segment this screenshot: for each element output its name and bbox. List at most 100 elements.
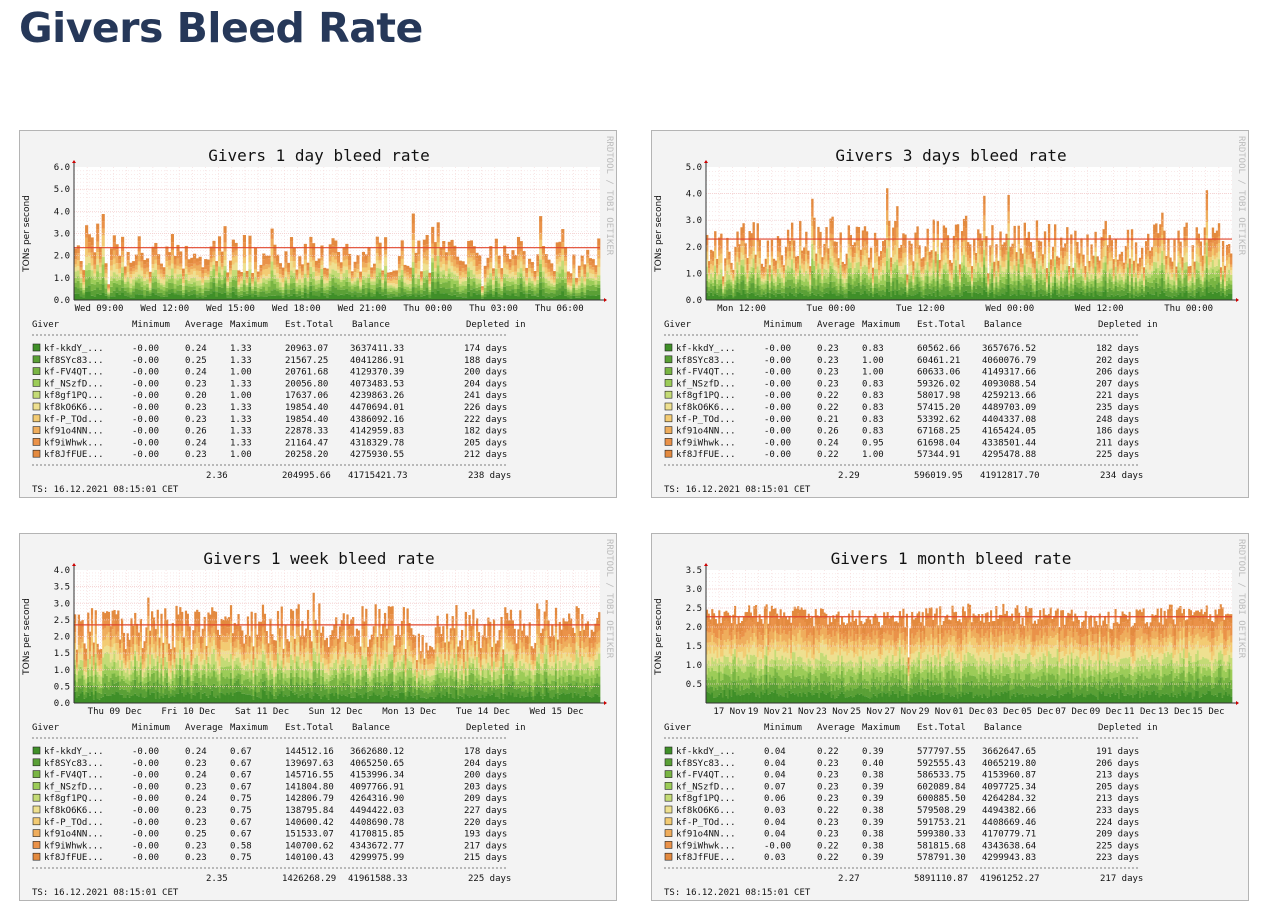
area-segment bbox=[248, 254, 252, 263]
area-segment bbox=[827, 276, 830, 284]
area-segment bbox=[577, 297, 581, 300]
area-segment bbox=[588, 261, 593, 266]
area-segment bbox=[184, 266, 188, 270]
area-segment bbox=[500, 279, 504, 282]
area-segment bbox=[378, 249, 382, 257]
area-segment bbox=[193, 294, 197, 300]
area-segment bbox=[179, 251, 183, 258]
area-segment bbox=[706, 234, 709, 240]
area-segment bbox=[845, 253, 848, 260]
area-segment bbox=[190, 266, 194, 270]
area-segment bbox=[511, 250, 515, 255]
area-segment bbox=[242, 263, 246, 273]
table-cell: 17637.06 bbox=[285, 391, 328, 401]
area-segment bbox=[758, 296, 761, 300]
area-segment bbox=[129, 274, 133, 279]
area-segment bbox=[1078, 253, 1081, 260]
area-segment bbox=[871, 282, 875, 286]
area-segment bbox=[359, 292, 363, 297]
area-segment bbox=[1120, 251, 1124, 257]
y-tick-label: 3.0 bbox=[686, 216, 702, 226]
area-segment bbox=[948, 286, 952, 291]
area-segment bbox=[420, 277, 424, 280]
area-segment bbox=[726, 280, 729, 285]
area-segment bbox=[356, 280, 360, 287]
area-segment bbox=[303, 273, 307, 278]
area-segment bbox=[1229, 270, 1233, 275]
area-segment bbox=[536, 287, 540, 294]
area-segment bbox=[906, 282, 909, 285]
area-segment bbox=[564, 278, 568, 283]
area-segment bbox=[356, 259, 360, 264]
area-segment bbox=[215, 261, 219, 264]
area-segment bbox=[750, 266, 753, 272]
area-segment bbox=[930, 275, 933, 281]
area-segment bbox=[281, 292, 285, 296]
area-segment bbox=[845, 293, 848, 298]
area-segment bbox=[1049, 268, 1053, 273]
area-segment bbox=[1055, 286, 1059, 290]
area-segment bbox=[861, 293, 865, 300]
area-segment bbox=[807, 255, 810, 260]
area-segment bbox=[101, 235, 105, 247]
area-segment bbox=[118, 268, 122, 274]
area-segment bbox=[494, 268, 498, 277]
area-segment bbox=[1173, 290, 1176, 296]
area-segment bbox=[746, 264, 749, 271]
area-segment bbox=[764, 288, 768, 294]
area-segment bbox=[1116, 286, 1120, 291]
area-segment bbox=[922, 257, 925, 261]
area-segment bbox=[811, 207, 814, 217]
area-segment bbox=[983, 264, 986, 278]
area-segment bbox=[342, 295, 346, 300]
area-segment bbox=[273, 283, 277, 290]
area-segment bbox=[1049, 265, 1053, 269]
area-segment bbox=[718, 255, 721, 266]
area-segment bbox=[456, 275, 460, 281]
area-segment bbox=[1147, 291, 1150, 300]
area-segment bbox=[1207, 269, 1211, 275]
area-segment bbox=[954, 273, 958, 287]
y-tick-label: 0.0 bbox=[686, 296, 702, 306]
area-segment bbox=[350, 271, 354, 274]
area-segment bbox=[489, 262, 493, 269]
table-cell: 57344.91 bbox=[917, 450, 960, 460]
area-segment bbox=[564, 257, 568, 262]
table-cell: kf-P_TOd... bbox=[44, 415, 104, 425]
area-segment bbox=[140, 259, 144, 262]
area-segment bbox=[367, 247, 371, 252]
area-segment bbox=[591, 267, 595, 270]
area-segment bbox=[456, 296, 460, 300]
area-segment bbox=[447, 294, 451, 300]
area-segment bbox=[859, 288, 863, 295]
area-segment bbox=[944, 233, 948, 240]
area-segment bbox=[1153, 234, 1156, 241]
area-segment bbox=[910, 261, 913, 265]
area-segment bbox=[334, 259, 338, 264]
area-segment bbox=[168, 282, 172, 290]
area-segment bbox=[337, 257, 341, 263]
area-segment bbox=[776, 268, 780, 277]
area-segment bbox=[98, 294, 103, 300]
area-segment bbox=[467, 247, 471, 251]
area-segment bbox=[195, 297, 199, 300]
area-segment bbox=[265, 255, 269, 259]
area-segment bbox=[339, 279, 343, 283]
area-segment bbox=[1070, 275, 1073, 284]
area-segment bbox=[920, 296, 923, 300]
area-segment bbox=[514, 283, 518, 289]
area-segment bbox=[265, 264, 269, 270]
area-segment bbox=[1110, 240, 1113, 247]
area-segment bbox=[938, 287, 942, 292]
area-segment bbox=[422, 282, 426, 291]
area-segment bbox=[720, 239, 723, 249]
area-segment bbox=[946, 264, 950, 270]
area-segment bbox=[115, 249, 119, 257]
area-segment bbox=[406, 284, 410, 287]
area-segment bbox=[831, 268, 834, 282]
area-segment bbox=[946, 241, 950, 251]
area-segment bbox=[780, 295, 784, 300]
area-segment bbox=[730, 272, 733, 276]
area-segment bbox=[758, 251, 761, 259]
area-segment bbox=[1181, 290, 1184, 297]
